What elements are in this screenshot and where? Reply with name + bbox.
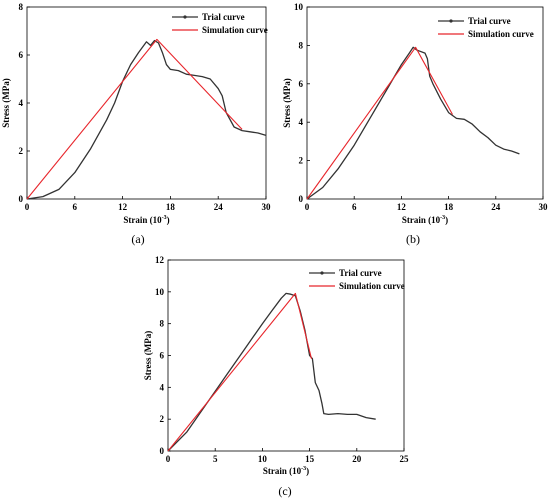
x-tick-label: 5 bbox=[213, 454, 218, 464]
y-tick-label: 2 bbox=[19, 146, 24, 156]
x-axis-label: Strain (10-3) bbox=[402, 215, 448, 225]
x-tick-label: 30 bbox=[262, 202, 272, 212]
x-tick-label: 25 bbox=[400, 454, 410, 464]
legend-label: Trial curve bbox=[468, 16, 511, 26]
y-tick-label: 8 bbox=[160, 319, 165, 329]
series-line-trial bbox=[167, 292, 376, 452]
x-tick-label: 0 bbox=[25, 202, 30, 212]
y-tick-label: 12 bbox=[155, 255, 165, 265]
series-line-trial bbox=[26, 39, 267, 200]
y-tick-label: 6 bbox=[160, 351, 165, 361]
x-tick-label: 0 bbox=[166, 454, 171, 464]
x-tick-label: 6 bbox=[352, 202, 357, 212]
y-tick-label: 2 bbox=[299, 156, 304, 166]
x-tick-label: 10 bbox=[258, 454, 268, 464]
y-tick-label: 8 bbox=[299, 40, 304, 50]
x-tick-label: 30 bbox=[539, 202, 549, 212]
x-axis-label: Strain (10-3) bbox=[123, 215, 169, 225]
y-axis-label: Stress (MPa) bbox=[143, 331, 153, 381]
panel-label: (b) bbox=[406, 232, 420, 246]
x-tick-label: 0 bbox=[305, 202, 310, 212]
y-tick-label: 8 bbox=[19, 2, 24, 12]
x-tick-label: 20 bbox=[352, 454, 362, 464]
panel-label: (a) bbox=[131, 232, 144, 246]
series-line-simulation bbox=[167, 292, 313, 452]
y-tick-label: 4 bbox=[160, 382, 165, 392]
x-tick-label: 18 bbox=[444, 202, 454, 212]
x-tick-label: 24 bbox=[214, 202, 224, 212]
y-tick-label: 4 bbox=[299, 117, 304, 127]
y-axis-label: Stress (MPa) bbox=[1, 78, 11, 128]
legend-marker bbox=[320, 271, 324, 275]
y-axis-label: Stress (MPa) bbox=[282, 78, 292, 128]
y-tick-label: 6 bbox=[19, 50, 24, 60]
x-tick-label: 24 bbox=[491, 202, 501, 212]
series-line-simulation bbox=[306, 46, 453, 200]
legend-label: Simulation curve bbox=[202, 25, 268, 35]
x-tick-label: 12 bbox=[118, 202, 128, 212]
y-tick-label: 0 bbox=[19, 194, 24, 204]
y-tick-label: 6 bbox=[299, 79, 304, 89]
y-tick-label: 4 bbox=[19, 98, 24, 108]
plot-frame bbox=[306, 6, 544, 200]
y-tick-label: 0 bbox=[299, 194, 304, 204]
x-tick-label: 6 bbox=[73, 202, 78, 212]
y-tick-label: 10 bbox=[155, 287, 165, 297]
y-tick-label: 2 bbox=[160, 414, 165, 424]
legend-marker bbox=[449, 19, 453, 23]
legend-label: Simulation curve bbox=[339, 281, 405, 291]
x-tick-label: 12 bbox=[397, 202, 407, 212]
plot-frame bbox=[26, 6, 267, 200]
legend-label: Simulation curve bbox=[468, 29, 534, 39]
panel-label: (c) bbox=[278, 484, 291, 498]
series-line-trial bbox=[306, 46, 520, 200]
y-tick-label: 0 bbox=[160, 446, 165, 456]
x-axis-label: Strain (10-3) bbox=[263, 466, 309, 476]
x-tick-label: 15 bbox=[305, 454, 315, 464]
legend-label: Trial curve bbox=[339, 268, 382, 278]
x-tick-label: 18 bbox=[166, 202, 176, 212]
legend-marker bbox=[183, 15, 187, 19]
y-tick-label: 10 bbox=[294, 2, 304, 12]
series-line-simulation bbox=[26, 38, 243, 200]
legend-label: Trial curve bbox=[202, 12, 245, 22]
chart-panel-3: 0 5 10 15 20 25 0 2 4 6 8 10 12 Trial curve Simulation… bbox=[143, 255, 409, 498]
